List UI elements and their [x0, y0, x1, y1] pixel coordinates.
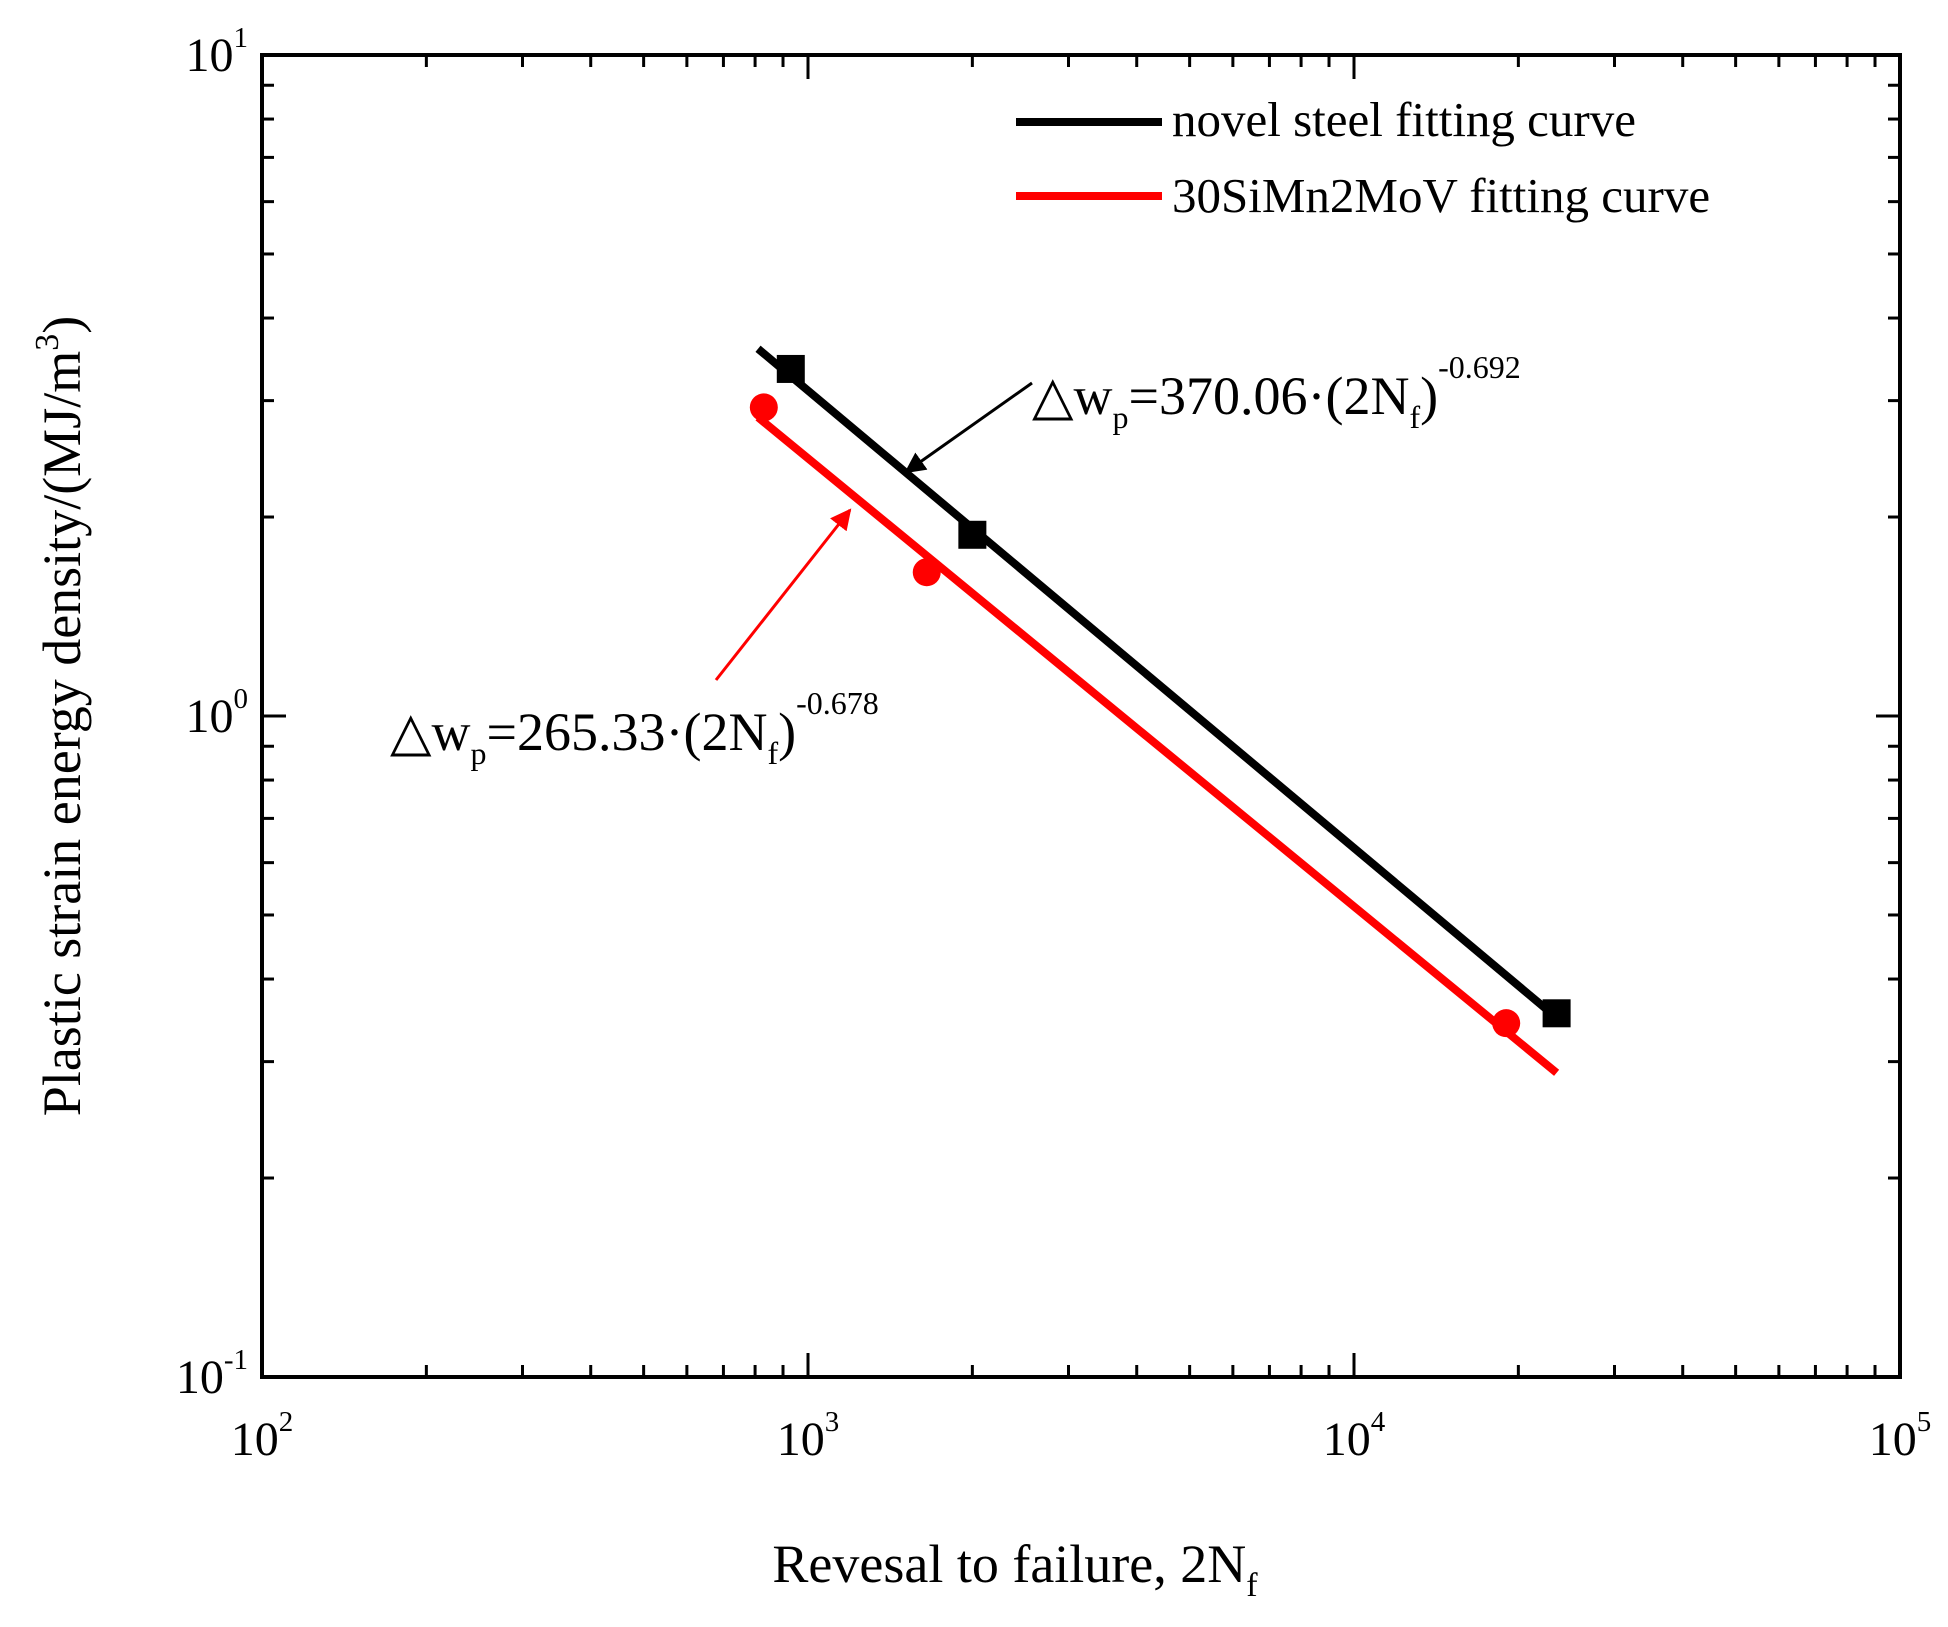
y-tick-label: 100 — [186, 683, 249, 743]
annotation-novel-steel: △wp=370.06·(2Nf)-0.692 — [1032, 349, 1521, 435]
fit-lines — [755, 345, 1560, 1076]
x-tick-label: 102 — [231, 1406, 294, 1466]
fit-line-0 — [755, 345, 1560, 1021]
tick-labels: 102 103 104 105 10-1 100 101 — [176, 22, 1931, 1466]
x-tick-label: 103 — [777, 1406, 840, 1466]
fit-line-1 — [755, 414, 1560, 1076]
legend-label-novel-steel: novel steel fitting curve — [1172, 92, 1636, 147]
legend-label-30simn2mov: 30SiMn2MoV fitting curve — [1172, 168, 1710, 223]
data-point-square — [1542, 999, 1571, 1028]
data-markers — [749, 354, 1571, 1038]
y-tick-label: 10-1 — [176, 1344, 248, 1404]
annotation-arrow-30simn2mov — [714, 508, 852, 681]
axis-ticks — [260, 53, 1902, 1379]
data-point-circle — [912, 558, 941, 587]
annotation-arrow-novel-steel — [904, 381, 1033, 474]
y-tick-label: 101 — [186, 22, 249, 82]
annotation-30simn2mov: △wp=265.33·(2Nf)-0.678 — [390, 685, 879, 771]
data-point-square — [776, 354, 805, 383]
data-point-square — [958, 520, 987, 549]
data-point-circle — [1492, 1009, 1521, 1038]
x-axis-title: Revesal to failure, 2Nf — [772, 1534, 1258, 1604]
data-point-circle — [749, 393, 778, 422]
x-tick-label: 104 — [1323, 1406, 1386, 1466]
legend: novel steel fitting curve 30SiMn2MoV fit… — [1016, 92, 1710, 223]
y-axis-title: Plastic strain energy density/(MJ/m3) — [29, 316, 92, 1116]
x-tick-label: 105 — [1869, 1406, 1932, 1466]
